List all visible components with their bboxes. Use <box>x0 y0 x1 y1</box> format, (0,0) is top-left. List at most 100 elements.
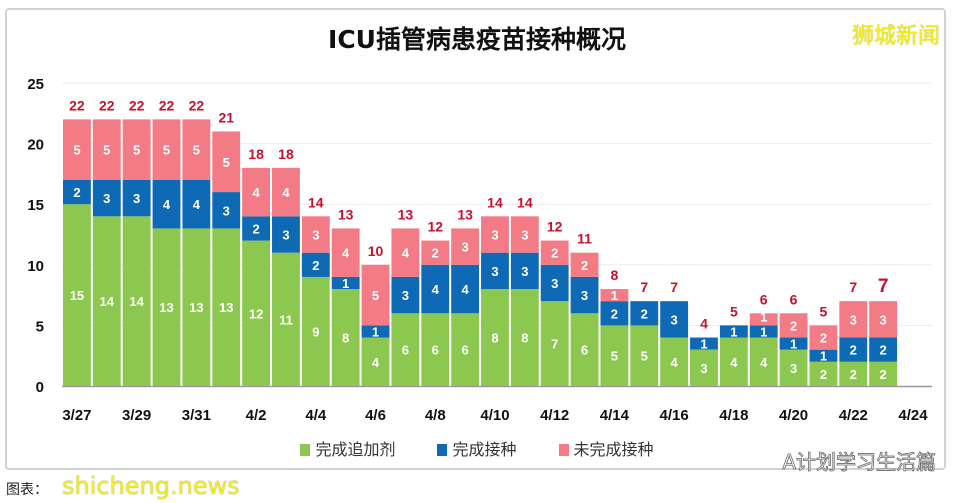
bar-segment <box>869 301 898 338</box>
total-label: 22 <box>69 97 85 113</box>
bar-segment <box>361 337 390 386</box>
bar-segment <box>510 216 539 253</box>
bar-segment <box>451 313 480 386</box>
segment-label: 2 <box>312 258 319 273</box>
total-label: 14 <box>487 194 503 210</box>
segment-label: 1 <box>700 337 707 352</box>
segment-label: 4 <box>461 282 469 297</box>
bar-segment <box>301 216 330 253</box>
segment-label: 4 <box>760 355 768 370</box>
x-tick-label: 4/16 <box>660 407 689 424</box>
bar-segment <box>809 361 838 386</box>
total-label: 18 <box>248 146 264 162</box>
bar-segment <box>122 179 151 217</box>
segment-label: 2 <box>611 306 618 321</box>
bar-segment <box>719 325 748 338</box>
total-label: 7 <box>878 276 889 297</box>
bar-segment <box>63 179 91 205</box>
segment-label: 4 <box>252 185 260 200</box>
bar-segment <box>182 119 211 180</box>
bar-segment <box>92 119 121 180</box>
bar-segment <box>301 276 330 386</box>
segment-label: 3 <box>223 203 230 218</box>
y-tick-label: 25 <box>27 76 44 93</box>
bar-segment <box>152 179 181 229</box>
bar-segment <box>600 301 629 326</box>
segment-label: 6 <box>402 343 409 358</box>
segment-label: 1 <box>372 324 379 339</box>
site-watermark: shicheng.news <box>62 472 240 500</box>
bar-segment <box>869 337 898 362</box>
bar-segment <box>361 264 390 326</box>
bar-segment <box>540 301 569 386</box>
bar-segment <box>570 252 599 277</box>
total-label: 4 <box>700 316 708 332</box>
total-label: 7 <box>640 279 648 295</box>
segment-label: 3 <box>402 288 409 303</box>
segment-label: 2 <box>581 258 588 273</box>
bar-segment <box>600 325 629 386</box>
x-tick-label: 4/2 <box>246 407 267 424</box>
legend-label: 完成接种 <box>452 440 517 459</box>
bar-segment <box>451 228 480 265</box>
bar-segment <box>92 179 121 217</box>
segment-label: 3 <box>491 228 498 243</box>
total-label: 22 <box>99 97 115 113</box>
total-label: 13 <box>457 206 473 222</box>
y-tick-label: 20 <box>27 137 44 154</box>
total-label: 12 <box>547 219 563 235</box>
segment-label: 2 <box>820 331 827 346</box>
segment-label: 4 <box>342 246 350 261</box>
segment-label: 3 <box>700 361 707 376</box>
bar-segment <box>182 179 211 229</box>
segment-label: 8 <box>491 331 498 346</box>
y-tick-label: 5 <box>36 318 44 335</box>
segment-label: 3 <box>103 191 110 206</box>
bar-segment <box>630 325 659 386</box>
segment-label: 12 <box>249 306 263 321</box>
bar-segment <box>481 289 509 386</box>
legend-label: 未完成接种 <box>573 440 654 459</box>
segment-label: 1 <box>342 276 349 291</box>
segment-label: 2 <box>850 343 857 358</box>
bar-segment <box>779 337 808 350</box>
bar-segment <box>212 131 241 193</box>
bar-segment <box>331 289 360 386</box>
total-label: 6 <box>760 291 768 307</box>
bar-segment <box>391 313 420 386</box>
segment-label: 2 <box>551 246 558 261</box>
segment-label: 2 <box>432 246 439 261</box>
segment-label: 2 <box>850 367 857 382</box>
segment-label: 2 <box>820 367 827 382</box>
bar-segment <box>122 216 151 386</box>
segment-label: 8 <box>342 331 349 346</box>
segment-label: 13 <box>189 300 203 315</box>
bottom-line: 图表： shicheng.news <box>6 472 240 500</box>
legend-item-complete: 完成接种 <box>437 436 517 460</box>
bar-segment <box>749 325 778 338</box>
bar-segment <box>839 301 868 338</box>
legend-swatch <box>437 444 448 456</box>
total-label: 18 <box>278 146 294 162</box>
total-label: 5 <box>730 303 738 319</box>
bar-segment <box>242 216 271 241</box>
bar-segment <box>600 289 629 302</box>
bar-segment <box>242 240 271 386</box>
segment-label: 3 <box>461 240 468 255</box>
brand-watermark: 狮城新闻 <box>851 24 940 49</box>
x-tick-label: 3/27 <box>62 407 91 424</box>
segment-label: 8 <box>521 331 528 346</box>
total-label: 13 <box>338 206 354 222</box>
segment-label: 5 <box>641 349 648 364</box>
bar-segment <box>331 228 360 277</box>
chart-frame <box>5 8 946 470</box>
bar-segment <box>869 361 898 386</box>
segment-label: 3 <box>671 312 678 327</box>
segment-label: 6 <box>461 343 468 358</box>
segment-label: 5 <box>103 143 110 158</box>
total-label: 11 <box>577 231 592 247</box>
bar-segment <box>63 119 91 180</box>
segment-label: 13 <box>219 300 233 315</box>
total-label: 5 <box>820 303 828 319</box>
segment-label: 2 <box>790 318 797 333</box>
